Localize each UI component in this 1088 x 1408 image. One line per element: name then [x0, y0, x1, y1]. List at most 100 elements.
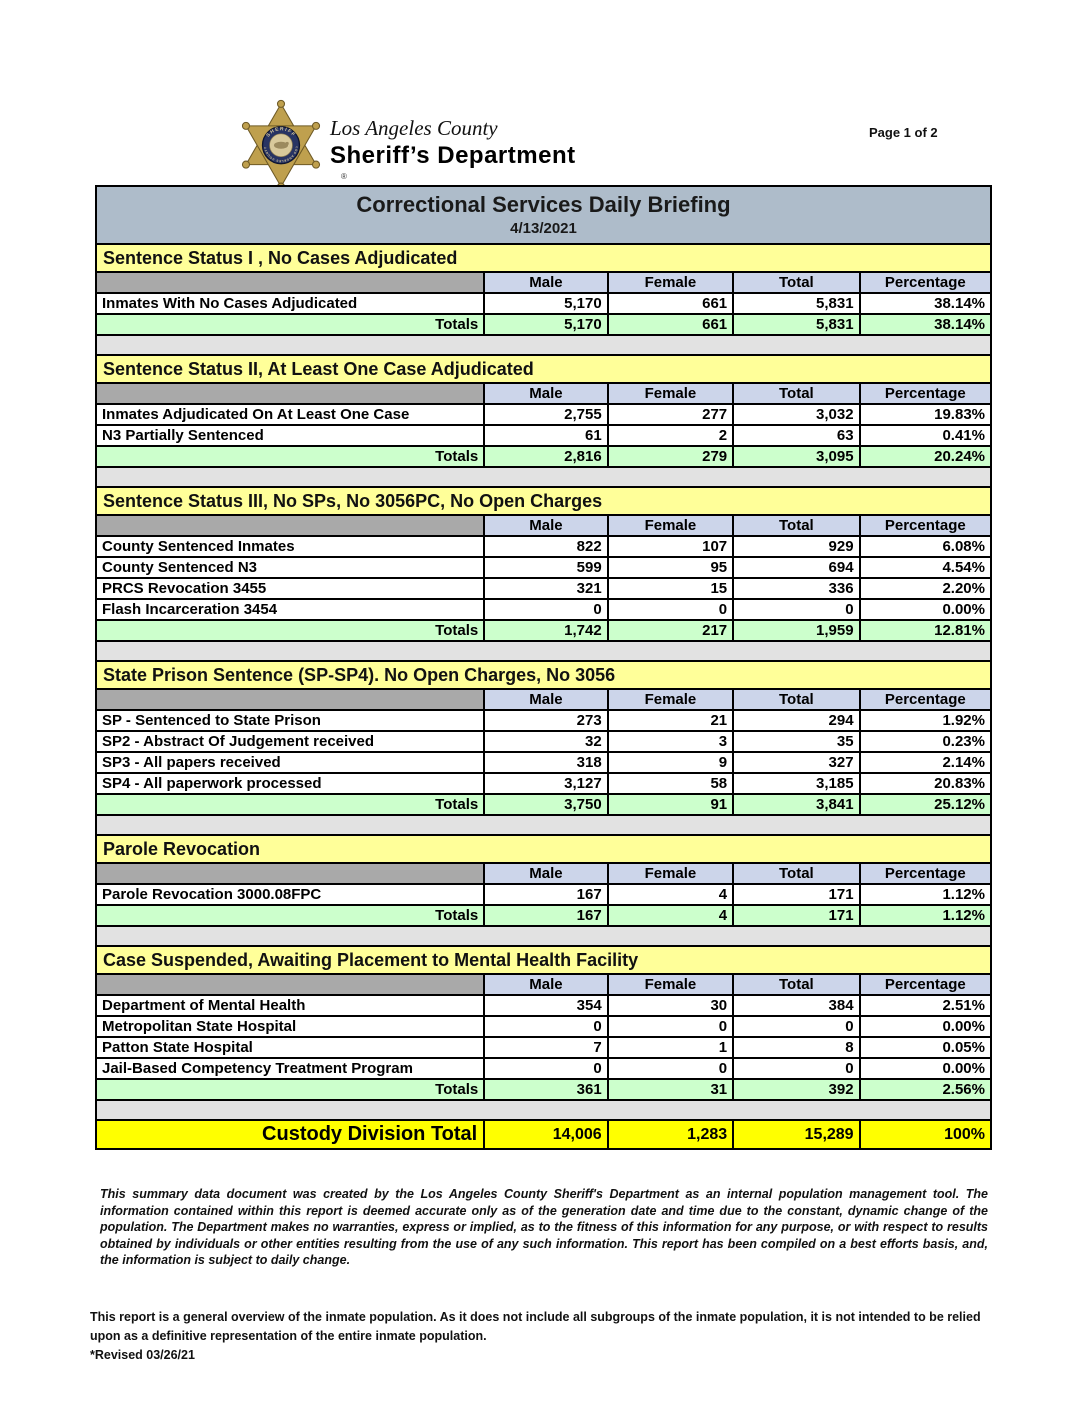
value-cell-male: 2,755	[483, 405, 607, 424]
totals-label: Totals	[97, 447, 484, 466]
row-label: SP2 - Abstract Of Judgement received	[97, 732, 484, 751]
value-cell-female: 4	[606, 885, 733, 904]
logo-department-name: Sheriff’s Department	[330, 142, 576, 169]
value-cell-pct: 2.51%	[858, 996, 990, 1015]
footnote-paragraph: This report is a general overview of the…	[90, 1308, 995, 1365]
value-cell-total: 171	[732, 885, 859, 904]
value-cell-total: 0	[732, 1017, 859, 1036]
column-header-female: Female	[606, 516, 733, 535]
value-cell-pct: 1.92%	[858, 711, 990, 730]
column-header-female: Female	[606, 273, 733, 292]
value-cell-female: 58	[606, 774, 733, 793]
daily-briefing-table: Correctional Services Daily Briefing 4/1…	[95, 185, 992, 1150]
table-row: County Sentenced N3 599 95 694 4.54%	[97, 556, 990, 577]
value-cell-total: 384	[732, 996, 859, 1015]
value-cell-total: 63	[732, 426, 859, 445]
row-label: SP3 - All papers received	[97, 753, 484, 772]
value-cell-male: 32	[483, 732, 607, 751]
table-row: N3 Partially Sentenced 61 2 63 0.41%	[97, 424, 990, 445]
bear-emblem-icon	[273, 141, 289, 149]
column-header-percentage: Percentage	[858, 516, 990, 535]
totals-label: Totals	[97, 621, 484, 640]
table-row: Inmates With No Cases Adjudicated 5,170 66…	[97, 292, 990, 313]
section-header-2: Sentence Status II, At Least One Case Ad…	[97, 354, 990, 382]
column-header-male: Male	[483, 384, 607, 403]
value-cell-pct: 19.83%	[858, 405, 990, 424]
row-label: Metropolitan State Hospital	[97, 1017, 484, 1036]
totals-value-male: 2,816	[483, 447, 607, 466]
totals-value-pct: 1.12%	[858, 906, 990, 925]
column-header-male: Male	[483, 864, 607, 883]
column-header-row: Male Female Total Percentage	[97, 862, 990, 883]
column-header-spacer	[97, 516, 484, 535]
totals-label: Totals	[97, 315, 484, 334]
row-label: Flash Incarceration 3454	[97, 600, 484, 619]
value-cell-male: 354	[483, 996, 607, 1015]
value-cell-pct: 2.20%	[858, 579, 990, 598]
totals-value-male: 1,742	[483, 621, 607, 640]
section-gap	[97, 1099, 990, 1119]
section-header-5: Parole Revocation	[97, 834, 990, 862]
custody-total-value-pct: 100%	[858, 1121, 990, 1148]
column-header-total: Total	[732, 864, 859, 883]
totals-value-male: 167	[483, 906, 607, 925]
column-header-total: Total	[732, 516, 859, 535]
value-cell-pct: 0.00%	[858, 1017, 990, 1036]
value-cell-female: 0	[606, 1059, 733, 1078]
totals-label: Totals	[97, 795, 484, 814]
value-cell-male: 167	[483, 885, 607, 904]
section-gap	[97, 814, 990, 834]
column-header-male: Male	[483, 690, 607, 709]
column-header-row: Male Female Total Percentage	[97, 688, 990, 709]
value-cell-total: 35	[732, 732, 859, 751]
value-cell-pct: 0.41%	[858, 426, 990, 445]
column-header-percentage: Percentage	[858, 975, 990, 994]
section-header-3: Sentence Status III, No SPs, No 3056PC, …	[97, 486, 990, 514]
column-header-spacer	[97, 690, 484, 709]
value-cell-female: 95	[606, 558, 733, 577]
value-cell-male: 822	[483, 537, 607, 556]
row-label: Jail-Based Competency Treatment Program	[97, 1059, 484, 1078]
value-cell-female: 1	[606, 1038, 733, 1057]
value-cell-female: 3	[606, 732, 733, 751]
table-row: Parole Revocation 3000.08FPC 167 4 171 1.12%	[97, 883, 990, 904]
value-cell-male: 3,127	[483, 774, 607, 793]
table-row: SP3 - All papers received 318 9 327 2.14%	[97, 751, 990, 772]
row-label: PRCS Revocation 3455	[97, 579, 484, 598]
value-cell-male: 0	[483, 1059, 607, 1078]
column-header-total: Total	[732, 690, 859, 709]
value-cell-female: 9	[606, 753, 733, 772]
column-header-total: Total	[732, 975, 859, 994]
value-cell-male: 0	[483, 600, 607, 619]
value-cell-pct: 1.12%	[858, 885, 990, 904]
section-header-1: Sentence Status I , No Cases Adjudicated	[97, 243, 990, 271]
row-label: N3 Partially Sentenced	[97, 426, 484, 445]
totals-row: Totals 1,742 217 1,959 12.81%	[97, 619, 990, 640]
column-header-female: Female	[606, 690, 733, 709]
value-cell-male: 318	[483, 753, 607, 772]
column-header-percentage: Percentage	[858, 864, 990, 883]
custody-division-total-label: Custody Division Total	[97, 1121, 484, 1148]
totals-value-female: 217	[606, 621, 733, 640]
totals-row: Totals 167 4 171 1.12%	[97, 904, 990, 925]
totals-value-total: 392	[732, 1080, 859, 1099]
row-label: County Sentenced Inmates	[97, 537, 484, 556]
table-row: SP2 - Abstract Of Judgement received 32 3 3…	[97, 730, 990, 751]
row-label: Parole Revocation 3000.08FPC	[97, 885, 484, 904]
value-cell-total: 929	[732, 537, 859, 556]
value-cell-total: 5,831	[732, 294, 859, 313]
value-cell-total: 694	[732, 558, 859, 577]
totals-row: Totals 2,816 279 3,095 20.24%	[97, 445, 990, 466]
value-cell-female: 15	[606, 579, 733, 598]
custody-division-total-row: Custody Division Total 14,006 1,283 15,289 1…	[97, 1119, 990, 1148]
custody-total-value-female: 1,283	[606, 1121, 733, 1148]
column-header-total: Total	[732, 384, 859, 403]
column-header-male: Male	[483, 975, 607, 994]
row-label: Inmates Adjudicated On At Least One Case	[97, 405, 484, 424]
totals-value-female: 279	[606, 447, 733, 466]
report-title-bar: Correctional Services Daily Briefing 4/1…	[97, 187, 990, 243]
totals-value-total: 1,959	[732, 621, 859, 640]
column-header-spacer	[97, 975, 484, 994]
section-header-6: Case Suspended, Awaiting Placement to Me…	[97, 945, 990, 973]
